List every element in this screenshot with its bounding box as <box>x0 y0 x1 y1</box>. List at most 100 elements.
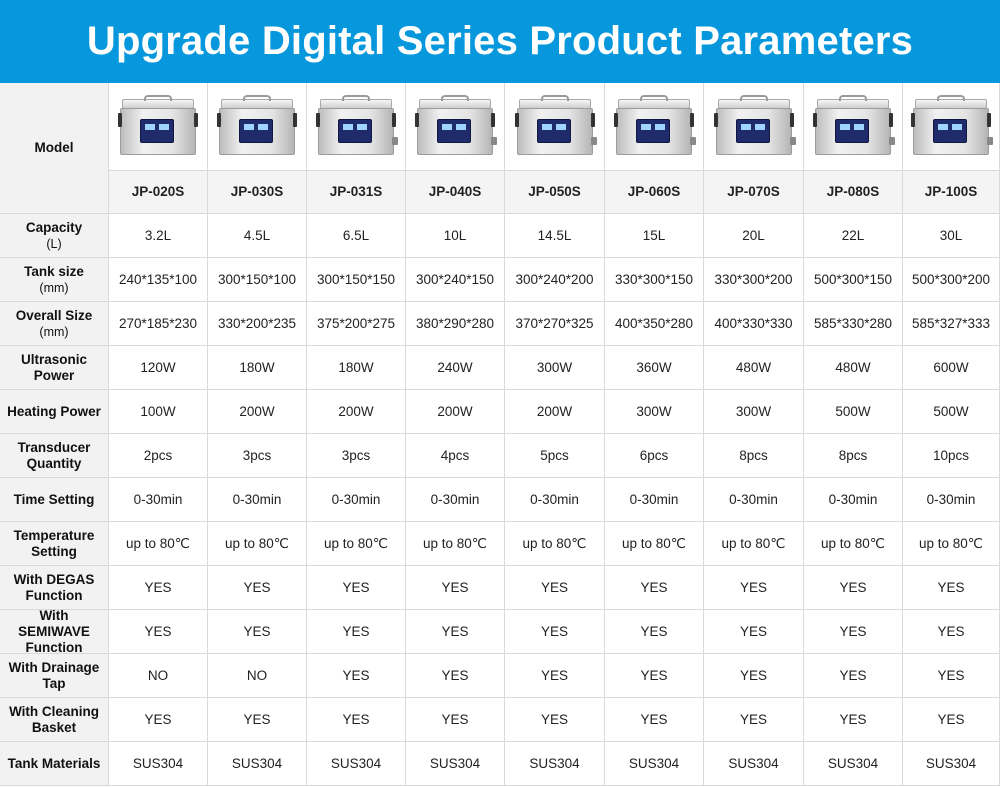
product-image-cell <box>903 83 1000 171</box>
table-cell: 0-30min <box>208 478 307 522</box>
table-cell: 0-30min <box>307 478 406 522</box>
table-cell: YES <box>109 566 208 610</box>
table-cell: YES <box>406 566 505 610</box>
table-cell: SUS304 <box>804 742 903 786</box>
table-cell: 500*300*200 <box>903 258 1000 302</box>
table-cell: NO <box>109 654 208 698</box>
table-cell: 400*330*330 <box>704 302 804 346</box>
table-cell: 400*350*280 <box>605 302 704 346</box>
table-cell: 4pcs <box>406 434 505 478</box>
table-cell: SUS304 <box>406 742 505 786</box>
table-cell: YES <box>903 610 1000 654</box>
table-cell: YES <box>208 566 307 610</box>
table-cell: 10L <box>406 214 505 258</box>
table-cell: YES <box>704 654 804 698</box>
row-label-text: Overall Size <box>15 307 93 323</box>
table-cell: YES <box>406 698 505 742</box>
table-cell: NO <box>208 654 307 698</box>
table-cell: 370*270*325 <box>505 302 605 346</box>
table-cell: up to 80℃ <box>406 522 505 566</box>
table-cell: 100W <box>109 390 208 434</box>
product-image <box>415 94 497 159</box>
table-cell: up to 80℃ <box>704 522 804 566</box>
product-image-cell <box>406 83 505 171</box>
product-image-cell <box>704 83 804 171</box>
table-cell: 180W <box>208 346 307 390</box>
table-cell: YES <box>903 698 1000 742</box>
table-cell: YES <box>109 610 208 654</box>
product-image <box>911 94 993 159</box>
table-cell: YES <box>307 610 406 654</box>
table-cell: 6pcs <box>605 434 704 478</box>
table-cell: YES <box>903 654 1000 698</box>
table-cell: SUS304 <box>704 742 804 786</box>
table-cell: SUS304 <box>307 742 406 786</box>
table-cell: 300*240*150 <box>406 258 505 302</box>
product-image <box>118 94 198 159</box>
table-cell: up to 80℃ <box>505 522 605 566</box>
table-cell: SUS304 <box>605 742 704 786</box>
table-cell: 300W <box>704 390 804 434</box>
model-name: JP-030S <box>208 171 307 214</box>
row-label-text: With SEMIWAVE Function <box>18 607 90 655</box>
row-label-text: Tank Materials <box>7 755 101 771</box>
table-cell: 200W <box>505 390 605 434</box>
table-cell: YES <box>605 698 704 742</box>
table-cell: 3.2L <box>109 214 208 258</box>
table-cell: 500W <box>804 390 903 434</box>
table-cell: 480W <box>804 346 903 390</box>
row-label: With SEMIWAVE Function <box>0 607 109 655</box>
table-cell: 3pcs <box>208 434 307 478</box>
table-cell: up to 80℃ <box>307 522 406 566</box>
model-name: JP-031S <box>307 171 406 214</box>
table-cell: 0-30min <box>505 478 605 522</box>
table-cell: 8pcs <box>804 434 903 478</box>
table-cell: 600W <box>903 346 1000 390</box>
row-label: Temperature Setting <box>0 522 109 566</box>
product-image-cell <box>109 83 208 171</box>
table-cell: YES <box>605 610 704 654</box>
table-cell: 380*290*280 <box>406 302 505 346</box>
table-cell: 14.5L <box>505 214 605 258</box>
table-cell: 4.5L <box>208 214 307 258</box>
row-label: Ultrasonic Power <box>0 346 109 390</box>
row-label-text: Transducer Quantity <box>17 439 91 471</box>
product-image-cell <box>505 83 605 171</box>
table-cell: up to 80℃ <box>109 522 208 566</box>
model-name: JP-100S <box>903 171 1000 214</box>
table-cell: 20L <box>704 214 804 258</box>
table-cell: 2pcs <box>109 434 208 478</box>
table-cell: YES <box>804 610 903 654</box>
row-label-text: With Cleaning Basket <box>9 703 99 735</box>
table-cell: YES <box>605 566 704 610</box>
title-banner: Upgrade Digital Series Product Parameter… <box>0 0 1000 83</box>
table-cell: 360W <box>605 346 704 390</box>
table-cell: YES <box>307 698 406 742</box>
row-label-text: Heating Power <box>7 403 101 419</box>
table-cell: YES <box>208 698 307 742</box>
table-cell: up to 80℃ <box>605 522 704 566</box>
table-cell: YES <box>208 610 307 654</box>
model-row-label: Model <box>0 83 109 214</box>
row-label: Heating Power <box>0 390 109 434</box>
table-cell: YES <box>307 566 406 610</box>
table-cell: 300W <box>505 346 605 390</box>
table-cell: 0-30min <box>406 478 505 522</box>
table-cell: 200W <box>406 390 505 434</box>
table-cell: SUS304 <box>505 742 605 786</box>
product-image <box>813 94 895 159</box>
page-title: Upgrade Digital Series Product Parameter… <box>86 19 914 63</box>
row-label: Capacity (L) <box>0 214 109 258</box>
table-cell: YES <box>109 698 208 742</box>
table-cell: 30L <box>903 214 1000 258</box>
table-cell: 3pcs <box>307 434 406 478</box>
table-cell: YES <box>307 654 406 698</box>
table-cell: 300*150*100 <box>208 258 307 302</box>
table-cell: YES <box>804 566 903 610</box>
table-cell: SUS304 <box>903 742 1000 786</box>
table-cell: 120W <box>109 346 208 390</box>
row-label: Tank size (mm) <box>0 258 109 302</box>
product-image <box>614 94 696 159</box>
row-label-text: With DEGAS Function <box>13 571 95 603</box>
table-cell: YES <box>505 566 605 610</box>
